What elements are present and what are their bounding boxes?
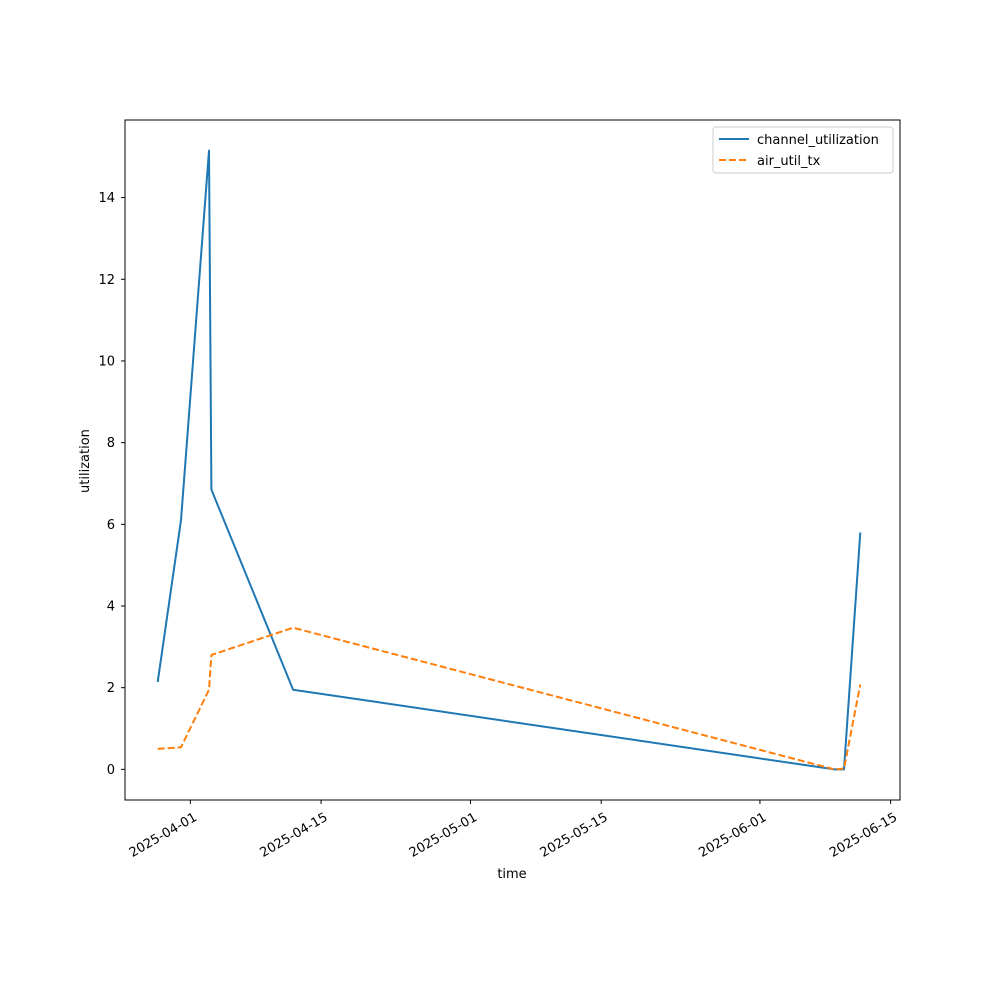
- x-tick-label: 2025-05-01: [407, 810, 480, 861]
- series-layer: [156, 149, 862, 771]
- y-tick-label: 12: [98, 273, 115, 288]
- x-tick-label: 2025-06-01: [696, 810, 769, 861]
- legend-label-air-util-tx: air_util_tx: [757, 154, 821, 169]
- y-tick-label: 0: [107, 763, 115, 778]
- y-axis-label: utilization: [78, 429, 93, 493]
- plot-frame: [124, 119, 901, 801]
- x-axis-label: time: [497, 867, 526, 882]
- y-tick-label: 2: [107, 681, 115, 696]
- y-tick-label: 6: [107, 518, 115, 533]
- y-tick-label: 8: [107, 436, 115, 451]
- y-tick-label: 10: [98, 354, 115, 369]
- plot-area: [125, 120, 900, 800]
- y-tick-label: 4: [107, 600, 115, 615]
- legend-box: [712, 126, 894, 174]
- legend: channel_utilization air_util_tx: [712, 126, 894, 174]
- x-axis: 2025-04-01 2025-04-15 2025-05-01 2025-05-15…: [127, 800, 900, 861]
- x-tick-label: 2025-04-01: [127, 810, 200, 861]
- x-tick-label: 2025-05-15: [538, 810, 611, 861]
- legend-label-channel-utilization: channel_utilization: [757, 133, 879, 148]
- series-line-air-util-tx: [157, 626, 862, 771]
- y-tick-label: 14: [98, 191, 115, 206]
- y-axis: 0 2 4 6 8 10 12 14: [98, 191, 125, 778]
- x-tick-label: 2025-04-15: [258, 810, 331, 861]
- x-tick-label: 2025-06-15: [827, 810, 900, 861]
